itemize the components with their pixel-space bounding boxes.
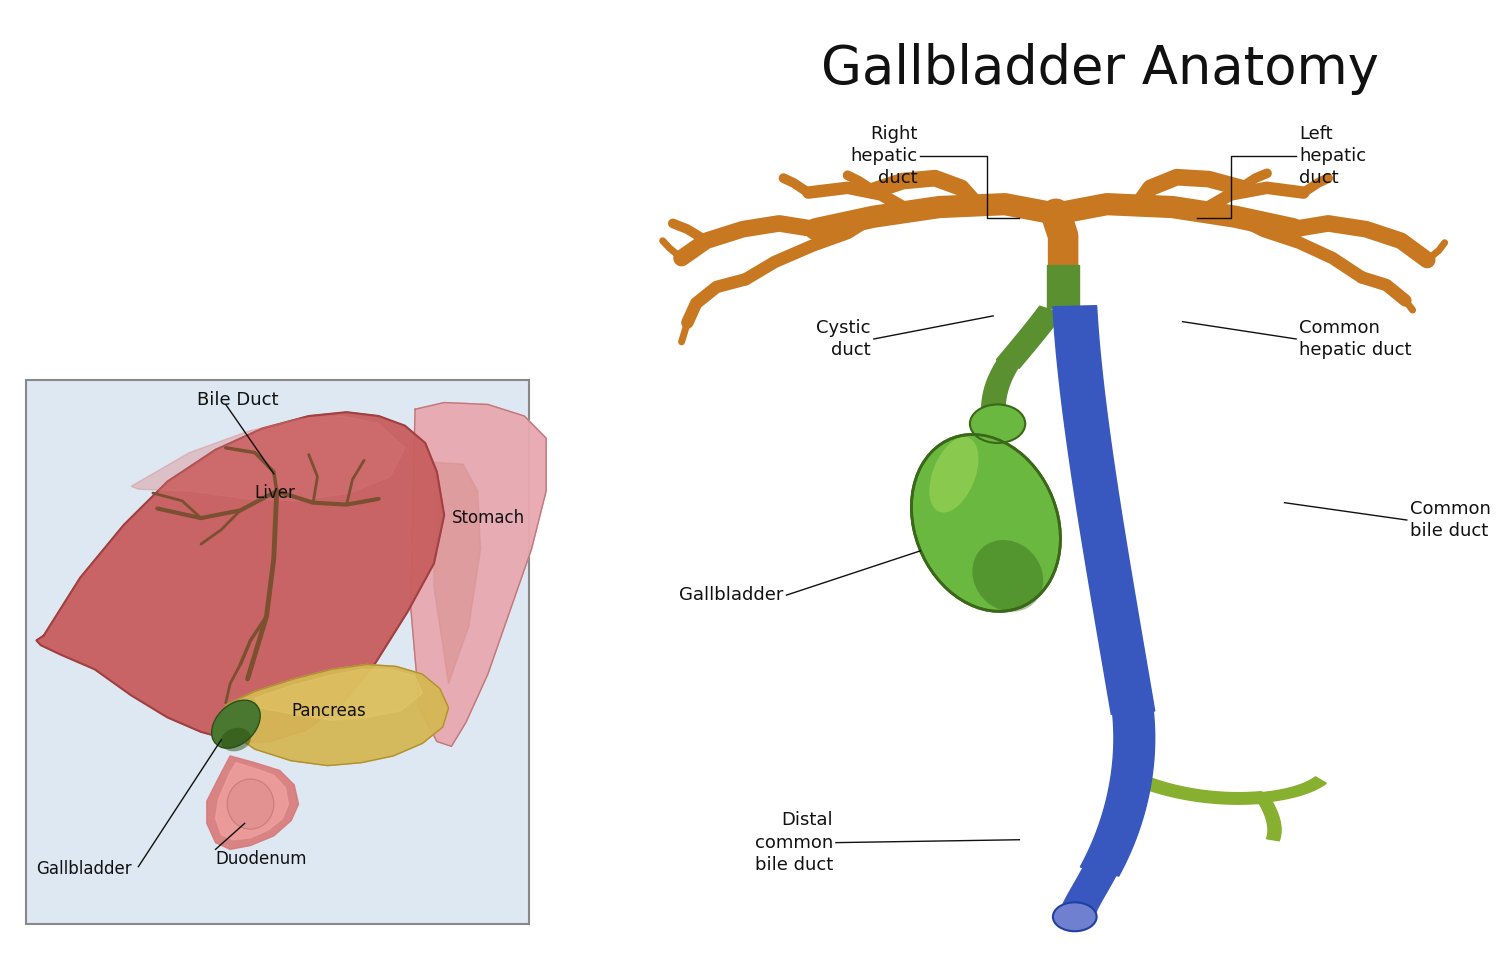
Polygon shape (996, 306, 1064, 368)
Text: Common
hepatic duct: Common hepatic duct (1299, 319, 1412, 359)
Polygon shape (216, 763, 288, 840)
Text: Left
hepatic
duct: Left hepatic duct (1299, 125, 1366, 187)
Polygon shape (1060, 868, 1116, 915)
Polygon shape (1080, 712, 1155, 876)
Text: Cystic
duct: Cystic duct (816, 319, 872, 359)
Text: Common
bile duct: Common bile duct (1410, 500, 1491, 540)
FancyBboxPatch shape (26, 380, 528, 924)
Text: Distal
common
bile duct: Distal common bile duct (754, 812, 833, 873)
Polygon shape (1257, 795, 1281, 841)
Ellipse shape (211, 700, 260, 748)
Polygon shape (130, 416, 405, 501)
Ellipse shape (912, 434, 1060, 612)
Text: Pancreas: Pancreas (291, 702, 366, 719)
Ellipse shape (226, 779, 274, 829)
Polygon shape (1047, 265, 1078, 308)
Polygon shape (1134, 775, 1263, 804)
Text: Gallbladder Anatomy: Gallbladder Anatomy (821, 43, 1378, 95)
Polygon shape (981, 361, 1018, 412)
Ellipse shape (972, 540, 1042, 612)
Polygon shape (225, 664, 448, 766)
Polygon shape (36, 412, 444, 742)
Ellipse shape (930, 437, 978, 512)
Text: Gallbladder: Gallbladder (680, 586, 783, 604)
Polygon shape (433, 462, 480, 684)
Polygon shape (1262, 777, 1326, 802)
Text: Gallbladder: Gallbladder (36, 860, 132, 877)
Text: Stomach: Stomach (452, 509, 525, 527)
Polygon shape (411, 403, 546, 746)
Ellipse shape (970, 404, 1026, 443)
Circle shape (1053, 902, 1096, 931)
Ellipse shape (220, 728, 251, 751)
Text: Liver: Liver (255, 484, 296, 502)
Polygon shape (255, 669, 423, 720)
Text: Bile Duct: Bile Duct (196, 391, 278, 408)
Polygon shape (207, 756, 298, 849)
Text: Right
hepatic
duct: Right hepatic duct (850, 125, 918, 187)
Polygon shape (1053, 305, 1155, 715)
Text: Duodenum: Duodenum (216, 850, 308, 868)
